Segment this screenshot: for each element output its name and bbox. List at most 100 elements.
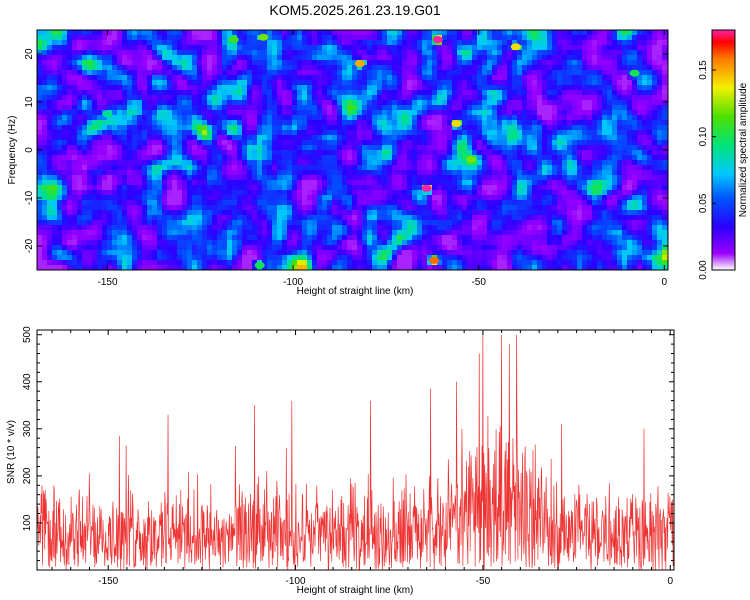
heatmap-cell [452, 220, 458, 226]
heatmap-cell [402, 185, 408, 191]
heatmap-cell [192, 170, 198, 176]
heatmap-cell [447, 110, 453, 116]
heatmap-cell [227, 160, 233, 166]
heatmap-cell [127, 100, 133, 106]
heatmap-cell [247, 115, 253, 121]
heatmap-cell [227, 175, 233, 181]
heatmap-cell [387, 165, 393, 171]
heatmap-cell [447, 50, 453, 56]
heatmap-cell [57, 60, 63, 66]
heatmap-cell [467, 100, 473, 106]
heatmap-cell [167, 50, 173, 56]
heatmap-cell [312, 90, 318, 96]
heatmap-cell [597, 65, 603, 71]
heatmap-cell [372, 75, 378, 81]
heatmap-cell [492, 155, 498, 161]
heatmap-cell [632, 130, 638, 136]
heatmap-cell [457, 65, 463, 71]
heatmap-cell [77, 200, 83, 206]
heatmap-cell [302, 215, 308, 221]
heatmap-cell [622, 125, 628, 131]
heatmap-cell [157, 210, 163, 216]
heatmap-cell [357, 135, 363, 141]
heatmap-cell [547, 100, 553, 106]
heatmap-cell [477, 40, 483, 46]
heatmap-cell [152, 90, 158, 96]
heatmap-cell [97, 220, 103, 226]
heatmap-cell [592, 65, 598, 71]
heatmap-cell [437, 165, 443, 171]
heatmap-cell [227, 225, 233, 231]
heatmap-cell [552, 190, 558, 196]
heatmap-cell [117, 220, 123, 226]
heatmap-cell [382, 100, 388, 106]
heatmap-cell [102, 155, 108, 161]
heatmap-cell [392, 135, 398, 141]
heatmap-cell [557, 35, 563, 41]
heatmap-cell [652, 115, 658, 121]
heatmap-cell [307, 115, 313, 121]
heatmap-cell [477, 50, 483, 56]
heatmap-cell [642, 130, 648, 136]
heatmap-cell [162, 55, 168, 61]
heatmap-cell [247, 195, 253, 201]
heatmap-cell [52, 215, 58, 221]
heatmap-cell [162, 215, 168, 221]
heatmap-cell [347, 100, 353, 106]
heatmap-cell [537, 200, 543, 206]
heatmap-cell [562, 75, 568, 81]
heatmap-cell [102, 195, 108, 201]
heatmap-cell [412, 40, 418, 46]
heatmap-cell [587, 150, 593, 156]
heatmap-cell [57, 120, 63, 126]
heatmap-cell [482, 100, 488, 106]
heatmap-cell [642, 50, 648, 56]
heatmap-cell [342, 35, 348, 41]
heatmap-cell [547, 175, 553, 181]
heatmap-cell [477, 100, 483, 106]
heatmap-cell [272, 185, 278, 191]
heatmap-cell [257, 170, 263, 176]
heatmap-cell [647, 65, 653, 71]
heatmap-cell [582, 85, 588, 91]
heatmap-cell [507, 145, 513, 151]
heatmap-cell [602, 220, 608, 226]
heatmap-cell [582, 215, 588, 221]
heatmap-cell [122, 70, 128, 76]
heatmap-cell [332, 145, 338, 151]
heatmap-cell [107, 85, 113, 91]
heatmap-cell [317, 185, 323, 191]
heatmap-cell [197, 35, 203, 41]
heatmap-cell [447, 130, 453, 136]
heatmap-cell [557, 185, 563, 191]
heatmap-cell [182, 75, 188, 81]
heatmap-cell [552, 220, 558, 226]
heatmap-cell [167, 95, 173, 101]
heatmap-cell [657, 100, 663, 106]
heatmap-cell [132, 75, 138, 81]
heatmap-cell [407, 85, 413, 91]
heatmap-cell [277, 200, 283, 206]
heatmap-cell [492, 135, 498, 141]
heatmap-cell [567, 195, 573, 201]
heatmap-cell [317, 130, 323, 136]
heatmap-cell [322, 195, 328, 201]
heatmap-cell [192, 40, 198, 46]
heatmap-cell [497, 85, 503, 91]
heatmap-cell [562, 175, 568, 181]
heatmap-cell [367, 45, 373, 51]
heatmap-cell [42, 160, 48, 166]
heatmap-cell [642, 170, 648, 176]
heatmap-cell [162, 85, 168, 91]
heatmap-cell [627, 80, 633, 86]
heatmap-cell [507, 110, 513, 116]
heatmap-cell [442, 210, 448, 216]
heatmap-cell [282, 210, 288, 216]
heatmap-cell [492, 190, 498, 196]
heatmap-cell [597, 160, 603, 166]
heatmap-cell [407, 150, 413, 156]
heatmap-cell [512, 165, 518, 171]
heatmap-cell [162, 130, 168, 136]
heatmap-cell [342, 200, 348, 206]
heatmap-cell [662, 135, 668, 141]
